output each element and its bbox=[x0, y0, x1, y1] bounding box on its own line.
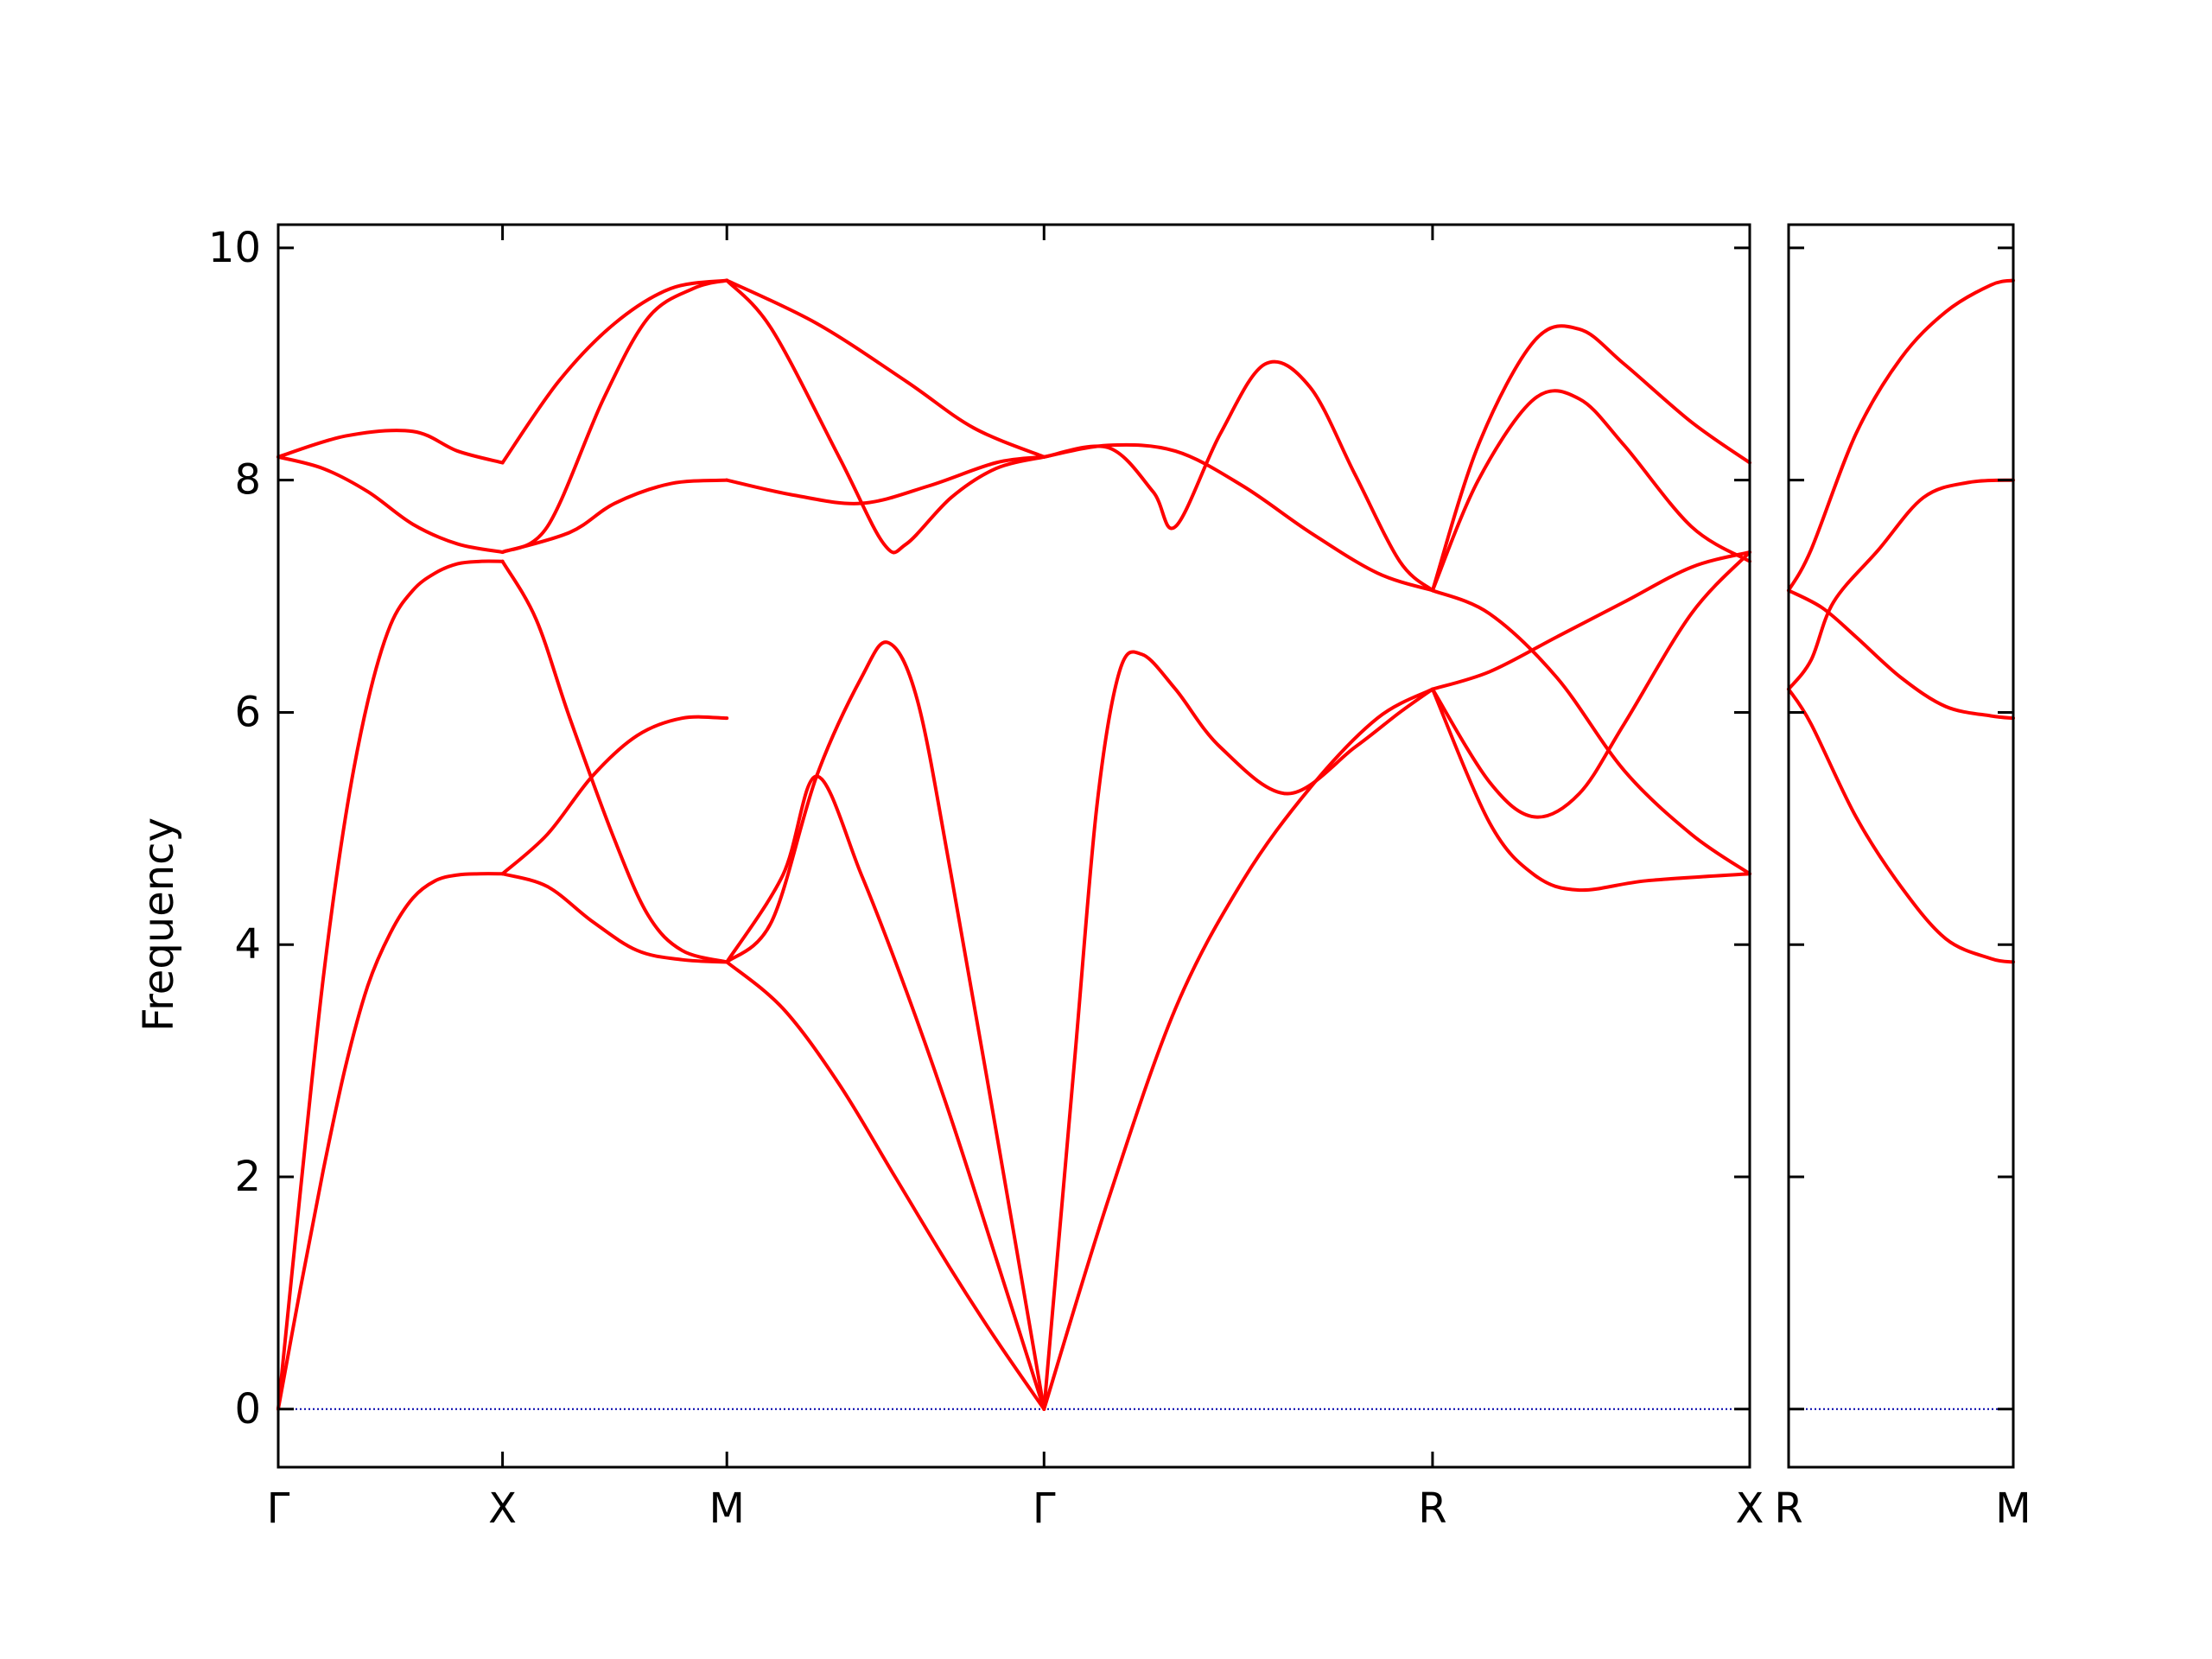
x-tick-label: X bbox=[488, 1484, 517, 1533]
x-tick-label: Γ bbox=[1033, 1484, 1056, 1533]
plot-frame bbox=[276, 223, 1751, 1469]
band-line-seg3-b1 bbox=[1042, 359, 1434, 593]
y-tick-label: 6 bbox=[234, 688, 261, 736]
band-line-seg0-b1 bbox=[1787, 478, 2015, 691]
y-tick-label: 8 bbox=[234, 456, 261, 505]
band-line-seg4-b4 bbox=[1430, 550, 1751, 691]
band-line-seg1-b3 bbox=[500, 559, 729, 964]
main-panel: 0 2 4 6 8 10 Γ X M Γ R X bbox=[208, 223, 1764, 1533]
plot-frame bbox=[1787, 223, 2015, 1469]
x-tick-label: M bbox=[709, 1484, 744, 1533]
band-line-seg4-b5 bbox=[1430, 687, 1751, 893]
x-tick-label: R bbox=[1774, 1484, 1802, 1533]
band-line-seg2-b0 bbox=[725, 278, 1046, 459]
band-line-seg0-b0 bbox=[276, 559, 505, 1411]
band-line-seg4-b1 bbox=[1430, 389, 1751, 593]
band-line-seg1-b0 bbox=[500, 278, 729, 465]
y-tick-label: 0 bbox=[234, 1385, 261, 1433]
band-line-seg2-b5 bbox=[725, 960, 1046, 1411]
band-line-seg0-b3 bbox=[276, 429, 505, 465]
band-line-seg2-b4 bbox=[725, 774, 1046, 1411]
x-tick-label: M bbox=[1995, 1484, 2031, 1533]
y-axis-title: Frequency bbox=[135, 817, 183, 1032]
band-line-seg2-b3 bbox=[725, 640, 1046, 1411]
band-line-seg2-b2 bbox=[725, 454, 1046, 505]
band-line-seg2-b1 bbox=[725, 278, 1046, 555]
band-line-seg1-b2 bbox=[500, 478, 729, 554]
band-line-seg0-b3 bbox=[1787, 687, 2015, 964]
band-line-seg0-b2 bbox=[1787, 588, 2015, 721]
band-line-seg1-b4 bbox=[500, 715, 729, 876]
x-tick-label: Γ bbox=[267, 1484, 290, 1533]
band-line-seg3-b0 bbox=[1042, 442, 1434, 593]
band-line-seg3-b3 bbox=[1042, 687, 1434, 1411]
y-tick-label: 10 bbox=[208, 224, 261, 272]
band-line-seg4-b0 bbox=[1430, 324, 1751, 593]
band-line-seg4-b2 bbox=[1430, 588, 1751, 876]
x-tick-label: R bbox=[1418, 1484, 1446, 1533]
band-line-seg1-b1 bbox=[500, 278, 729, 554]
band-line-seg4-b3 bbox=[1430, 550, 1751, 819]
band-line-seg0-b1 bbox=[276, 872, 505, 1411]
band-line-seg1-b5 bbox=[500, 872, 729, 964]
band-line-seg3-b2 bbox=[1042, 650, 1434, 1411]
band-line-seg0-b0 bbox=[1787, 278, 2015, 593]
band-line-seg0-b2 bbox=[276, 454, 505, 554]
y-tick-label: 2 bbox=[234, 1153, 261, 1201]
x-tick-label: X bbox=[1736, 1484, 1764, 1533]
y-tick-label: 4 bbox=[234, 920, 261, 969]
